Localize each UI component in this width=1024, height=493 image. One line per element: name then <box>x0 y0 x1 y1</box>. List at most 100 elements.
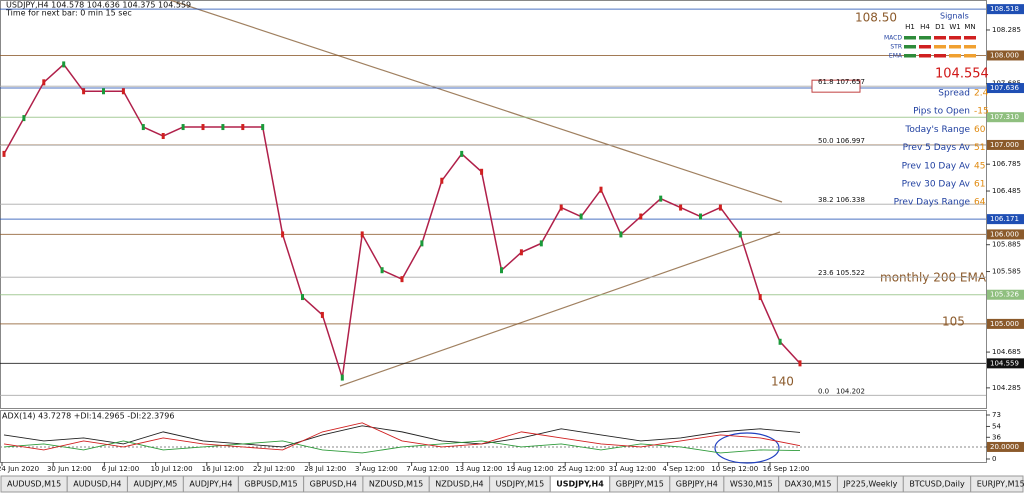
candle <box>141 124 145 131</box>
fib-price: 106.997 <box>836 137 865 145</box>
price-box-label: 106.171 <box>990 215 1019 223</box>
price-tick-label: 104.685 <box>992 348 1021 356</box>
candle <box>340 374 344 381</box>
candle <box>82 88 86 95</box>
price-box-label: 108.000 <box>990 51 1019 59</box>
price-box <box>987 318 1024 329</box>
info-label: Prev Days Range <box>894 198 971 208</box>
fib-price: 104.202 <box>836 387 865 395</box>
signal-cell <box>919 36 931 40</box>
candle <box>320 311 324 318</box>
candle <box>360 231 364 238</box>
fib-ratio: 61.8 <box>818 78 834 86</box>
price-tick-label: 104.285 <box>992 384 1021 392</box>
candle <box>559 204 563 211</box>
price-box <box>987 229 1024 240</box>
tab-label[interactable]: DAX30,M15 <box>785 480 832 489</box>
tab-label[interactable]: GBPJPY,M15 <box>616 480 664 489</box>
time-label: 31 Aug 12:00 <box>609 465 656 473</box>
tab-label[interactable]: NZDUSD,H4 <box>435 480 483 489</box>
adx-box <box>987 441 1024 452</box>
info-value: 45 <box>974 161 985 171</box>
adx-label: ADX(14) 43.7278 +DI:14.2965 -DI:22.3796 <box>2 412 174 421</box>
price-box-label: 108.518 <box>990 5 1019 13</box>
tab-label[interactable]: EURJPY,M15 <box>977 480 1024 489</box>
time-label: 25 Aug 12:00 <box>558 465 605 473</box>
time-label: 10 Sep 12:00 <box>711 465 758 473</box>
fib-ratio: 38.2 <box>818 196 834 204</box>
adx-frame <box>0 410 987 463</box>
signal-column: W1 <box>949 23 960 31</box>
candle <box>181 124 185 131</box>
candle <box>42 79 46 86</box>
fib-price: 106.338 <box>836 196 865 204</box>
signal-row: EMA <box>889 53 903 60</box>
adx-tick-label: 20.0000 <box>990 443 1019 451</box>
tab-label[interactable]: GBPJPY,H4 <box>676 480 718 489</box>
candle <box>121 88 125 95</box>
tab-label[interactable]: GBPUSD,H4 <box>310 480 357 489</box>
price-tick-label: 105.885 <box>992 241 1021 249</box>
price-tick-label: 108.285 <box>992 26 1021 34</box>
signal-column: D1 <box>935 23 945 31</box>
candle <box>400 276 404 283</box>
tab-label[interactable]: NZDUSD,M15 <box>369 480 423 489</box>
signal-cell <box>934 54 946 58</box>
tab-label[interactable]: WS30,M15 <box>730 480 773 489</box>
fib-ratio: 50.0 <box>818 137 834 145</box>
price-box-label: 107.000 <box>990 141 1019 149</box>
price-box-label: 106.000 <box>990 230 1019 238</box>
signal-column: MN <box>964 23 975 31</box>
tab-label[interactable]: AUDJPY,H4 <box>189 480 232 489</box>
price-box <box>987 50 1024 61</box>
candle <box>241 124 245 131</box>
adx-tick-label: 54 <box>992 422 1001 430</box>
adx-line <box>3 425 801 448</box>
price-box-label: 105.000 <box>990 320 1019 328</box>
tab-label[interactable]: AUDUSD,H4 <box>73 480 121 489</box>
signal-cell <box>949 45 961 49</box>
price-box <box>987 4 1024 15</box>
candle <box>659 195 663 202</box>
price-box-label: 105.326 <box>990 291 1019 299</box>
time-label: 19 Aug 12:00 <box>506 465 553 473</box>
candle <box>599 186 603 193</box>
info-label: Pips to Open <box>913 107 970 117</box>
annotation: 105 <box>942 315 965 329</box>
price-box <box>987 83 1024 94</box>
price-box-label: 104.559 <box>990 359 1019 367</box>
tab[interactable] <box>970 475 1024 493</box>
tab-label[interactable]: AUDUSD,M15 <box>7 480 61 489</box>
signal-cell <box>919 54 931 58</box>
adx-tick-label: 0 <box>992 455 996 463</box>
time-label: 10 Jul 12:00 <box>151 465 193 473</box>
fib-price: 107.657 <box>836 78 865 86</box>
candle <box>460 150 464 157</box>
time-label: 3 Aug 12:00 <box>355 465 398 473</box>
info-value: 64 <box>974 198 986 208</box>
candle <box>201 124 205 131</box>
price-box <box>987 139 1024 150</box>
trendline <box>339 231 781 387</box>
time-label: 28 Jul 12:00 <box>304 465 346 473</box>
time-label: 6 Jul 12:00 <box>102 465 140 473</box>
candle <box>301 294 304 301</box>
tab-label[interactable]: USDJPY,M15 <box>496 480 545 489</box>
highlight-ellipse <box>714 432 780 464</box>
tab-label[interactable]: USDJPY,H4 <box>556 480 604 489</box>
tab-label[interactable]: AUDJPY,M5 <box>133 480 177 489</box>
tab-label[interactable]: GBPUSD,M15 <box>244 480 297 489</box>
candle <box>2 150 6 157</box>
candle <box>639 213 643 220</box>
annotation: 108.50 <box>855 11 897 25</box>
tab-label[interactable]: JP225,Weekly <box>842 480 897 489</box>
signal-row: STR <box>890 44 902 51</box>
time-label: 24 Jun 2020 <box>0 465 39 473</box>
candle <box>440 177 444 184</box>
signal-cell <box>964 36 976 40</box>
tab-label[interactable]: BTCUSD,Daily <box>909 480 965 489</box>
price-tick-label: 106.485 <box>992 187 1021 195</box>
time-label: 16 Jul 12:00 <box>202 465 244 473</box>
candle <box>62 61 66 68</box>
candle <box>718 204 722 211</box>
